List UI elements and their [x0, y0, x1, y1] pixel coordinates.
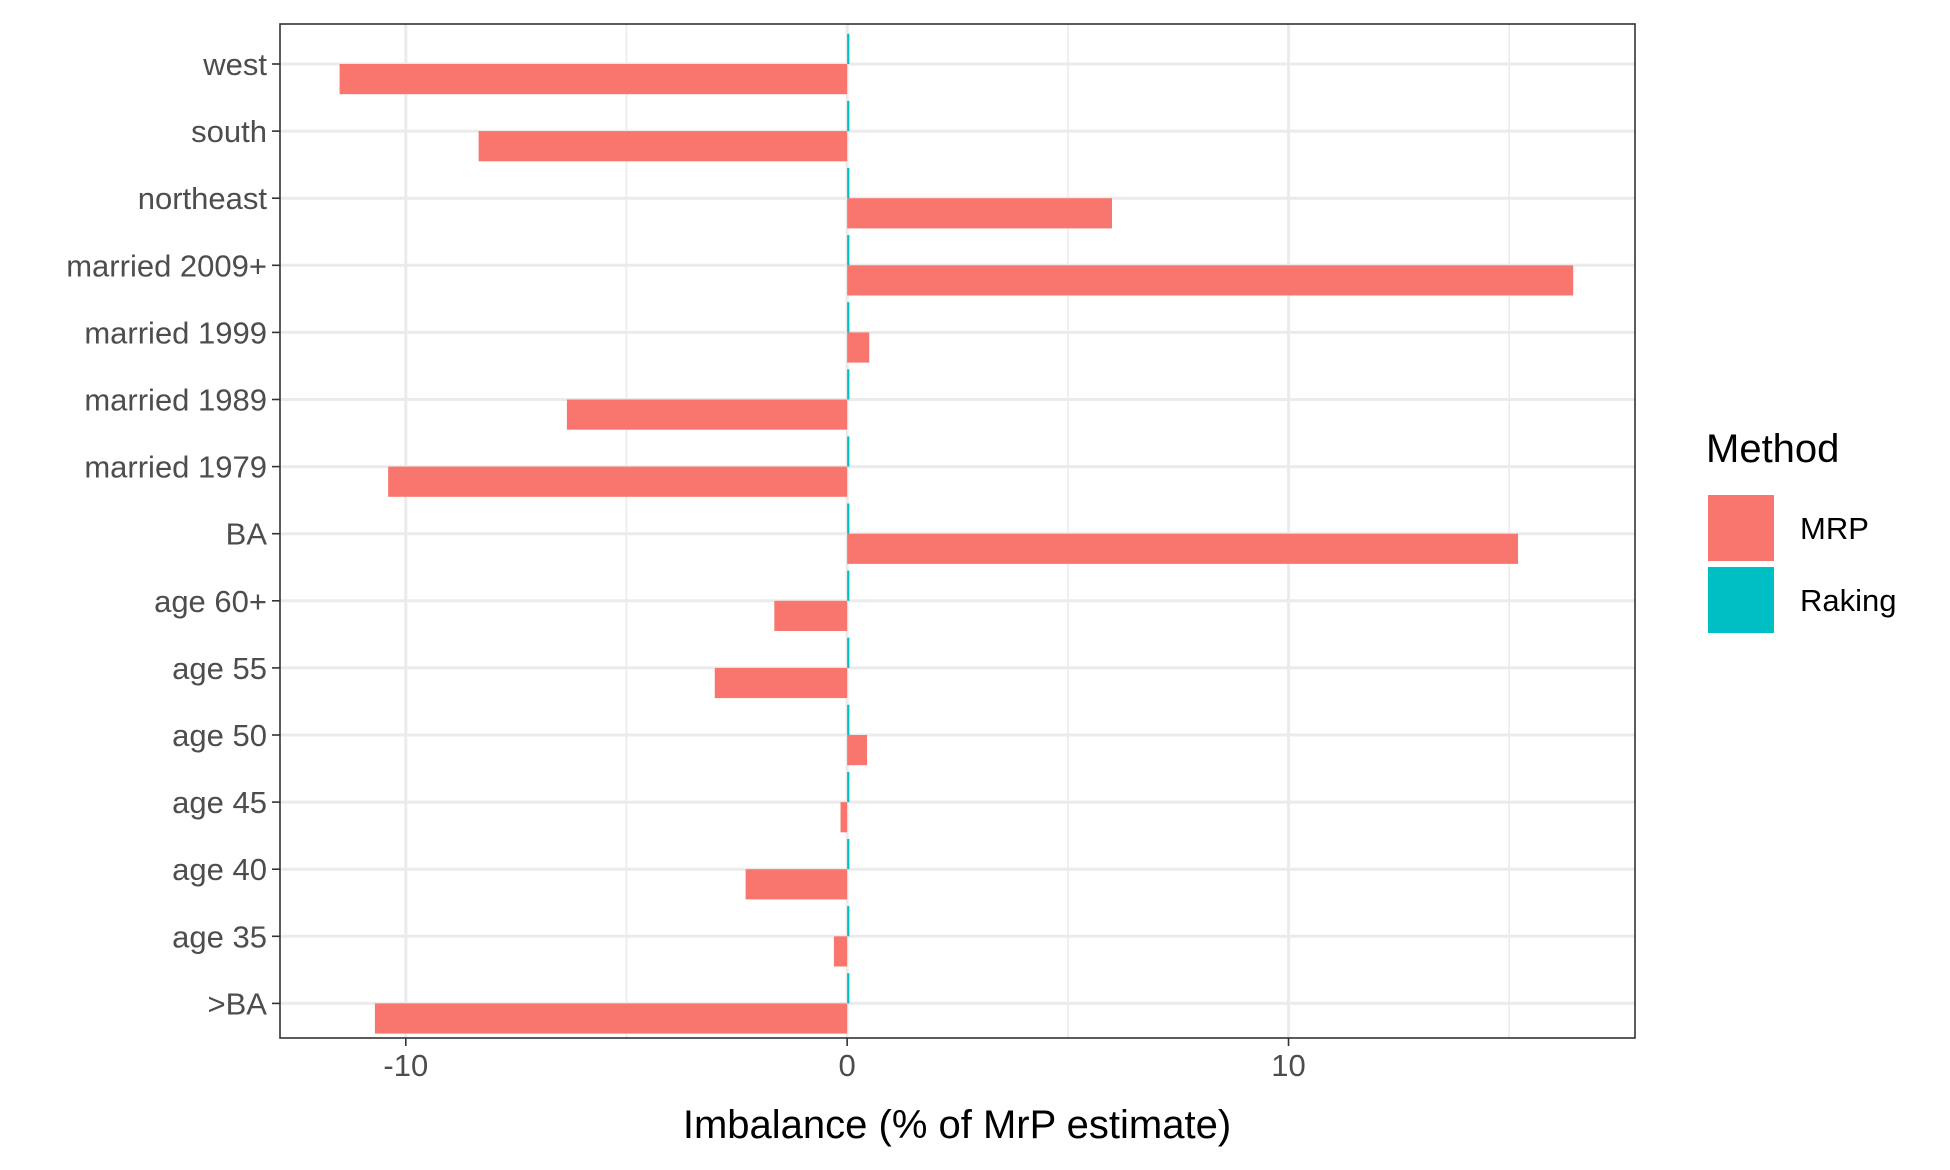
- y-tick-label: northeast: [138, 181, 268, 216]
- legend-key-mrp: [1708, 495, 1774, 561]
- y-tick-label: married 1979: [84, 450, 267, 485]
- legend-label-raking: Raking: [1800, 583, 1897, 618]
- bar-mrp: [388, 466, 848, 497]
- bar-raking: [847, 839, 850, 870]
- y-tick-label: age 55: [172, 651, 267, 686]
- plot-panel-border: [279, 23, 1636, 1039]
- bar-mrp: [374, 1003, 848, 1034]
- legend-key-raking: [1708, 567, 1774, 633]
- bar-mrp: [840, 802, 848, 833]
- y-axis: west south northeast married 2009+ married 1…: [66, 47, 280, 1021]
- bar-raking: [847, 168, 850, 199]
- y-tick-label: age 45: [172, 785, 267, 820]
- bar-mrp: [847, 198, 1112, 229]
- bar-mrp: [847, 265, 1574, 296]
- bar-mrp: [833, 936, 848, 967]
- y-tick-label: married 1989: [84, 383, 267, 418]
- y-tick-label: married 1999: [84, 315, 267, 350]
- y-tick-label: age 40: [172, 852, 267, 887]
- legend: Method MRP Raking: [1706, 427, 1897, 633]
- bar-raking: [847, 973, 850, 1004]
- bar-raking: [847, 570, 850, 601]
- y-tick-label: married 2009+: [66, 248, 267, 283]
- legend-title: Method: [1706, 427, 1839, 471]
- bar-raking: [847, 369, 850, 400]
- y-tick-label: age 60+: [154, 584, 267, 619]
- bar-mrp: [714, 667, 848, 699]
- x-axis-title: Imbalance (% of MrP estimate): [683, 1103, 1231, 1147]
- y-tick-label: west: [202, 47, 267, 82]
- legend-label-mrp: MRP: [1800, 511, 1869, 546]
- x-tick-label: 10: [1271, 1048, 1305, 1083]
- x-tick-label: 0: [839, 1048, 856, 1083]
- x-axis: -10 0 10: [383, 1038, 1306, 1083]
- bar-raking: [847, 235, 850, 266]
- bar-mrp: [745, 869, 848, 900]
- bar-mrp: [847, 332, 870, 363]
- bar-mrp: [847, 735, 868, 766]
- y-tick-label: age 50: [172, 718, 267, 753]
- bar-raking: [847, 704, 850, 735]
- bar-raking: [847, 906, 850, 937]
- bars: [339, 33, 1574, 1034]
- y-tick-label: BA: [226, 517, 268, 552]
- series-mrp: [339, 64, 1574, 1034]
- bar-mrp: [339, 64, 848, 95]
- bar-raking: [847, 33, 850, 64]
- bar-raking: [847, 436, 850, 467]
- bar-mrp: [566, 399, 848, 430]
- bar-raking: [847, 503, 850, 534]
- y-tick-label: age 35: [172, 919, 267, 954]
- bar-mrp: [847, 533, 1519, 564]
- series-raking: [847, 33, 850, 1004]
- bar-raking: [847, 771, 850, 803]
- bar-raking: [847, 100, 850, 132]
- x-tick-label: -10: [383, 1048, 428, 1083]
- bar-mrp: [478, 131, 848, 162]
- plot-background: [280, 24, 1635, 1038]
- bar-raking: [847, 302, 850, 333]
- y-tick-label: >BA: [208, 986, 268, 1021]
- bar-raking: [847, 637, 850, 668]
- bar-mrp: [774, 600, 848, 631]
- y-tick-label: south: [191, 114, 267, 149]
